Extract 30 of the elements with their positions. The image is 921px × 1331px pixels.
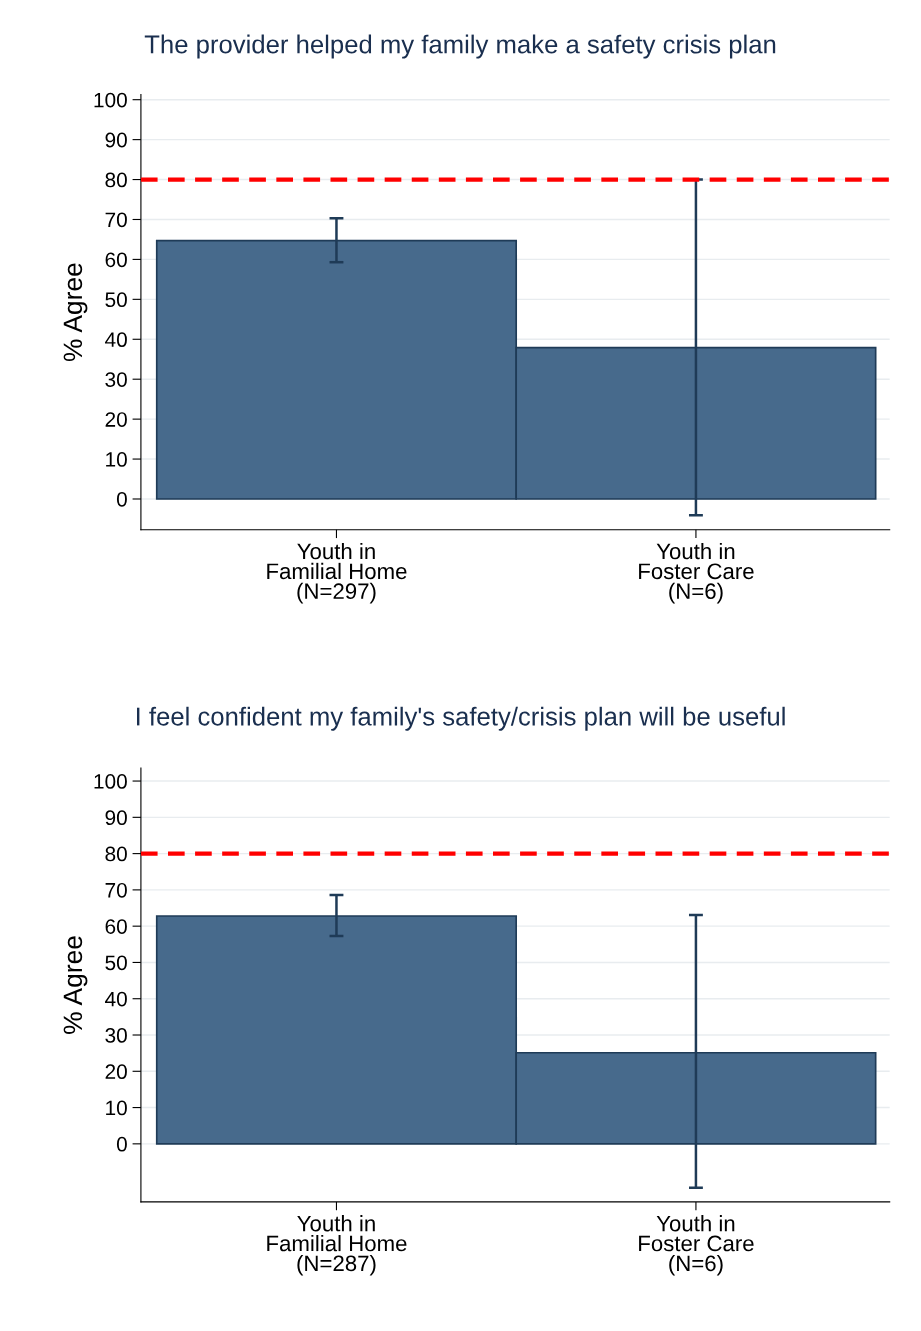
y-tick-label: 70 [105,882,127,898]
chart-title: I feel confident my family's safety/crisis plan will be useful [136,706,785,731]
y-tick-label: 80 [105,846,127,862]
y-tick-label: 80 [105,172,127,188]
y-axis-title: % Agree [63,936,88,1034]
y-tick-label: 70 [105,212,127,228]
y-tick-label: 100 [94,774,127,789]
y-tick-label: 100 [94,92,127,108]
x-tick-label: Youth in Foster Care (N=6) [639,542,754,604]
x-tick-label: Youth in Foster Care (N=6) [639,1215,754,1276]
y-tick-label: 90 [105,810,127,826]
y-tick-label: 10 [106,452,127,467]
y-tick-label: 0 [116,1136,127,1152]
chart-title: The provider helped my family make a safety crisis plan [144,34,776,59]
x-tick-label: Youth in Familial Home (N=287) [267,1215,407,1276]
y-tick-label: 40 [105,991,127,1007]
y-tick-label: 60 [105,919,127,934]
y-tick-label: 60 [105,252,127,268]
y-tick-label: 90 [105,132,127,148]
y-tick-label: 30 [105,372,127,387]
y-axis-title: % Agree [63,263,88,362]
y-tick-label: 20 [105,412,127,427]
y-tick-label: 20 [105,1064,127,1080]
y-tick-label: 0 [116,491,127,507]
y-tick-label: 10 [106,1100,127,1116]
y-tick-label: 40 [105,332,127,348]
y-tick-label: 50 [105,955,127,971]
x-tick-label: Youth in Familial Home (N=297) [267,542,407,604]
y-tick-label: 50 [105,292,127,308]
y-tick-label: 30 [105,1028,127,1043]
